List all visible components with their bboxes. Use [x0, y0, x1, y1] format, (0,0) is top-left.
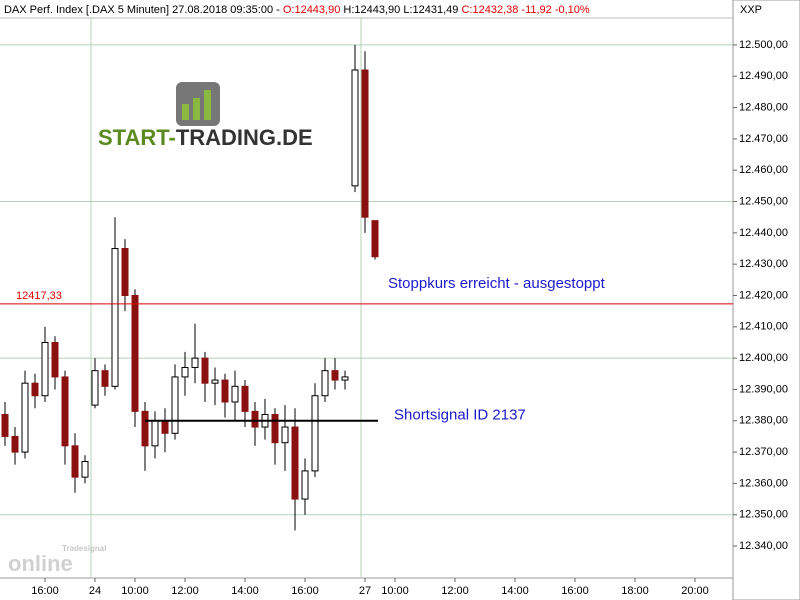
candle-body	[101, 370, 109, 387]
candle-body	[71, 445, 79, 478]
candle-body	[21, 382, 29, 453]
y-axis-panel	[732, 0, 800, 600]
logo-icon-bar	[193, 98, 200, 120]
x-tick-label: 12:00	[441, 585, 469, 597]
x-tick-label: 20:00	[681, 585, 709, 597]
stop-line-label: 12417,33	[16, 290, 62, 302]
candle-body	[211, 379, 219, 384]
logo-part2: TRADING.DE	[176, 125, 313, 150]
y-tick-label: 12.390,00	[739, 383, 788, 395]
candle-body	[191, 357, 199, 369]
candle-body	[61, 376, 69, 447]
x-tick-label: 14:00	[501, 585, 529, 597]
y-tick-label: 12.350,00	[739, 509, 788, 521]
y-tick-label: 12.500,00	[739, 39, 788, 51]
x-tick-label: 27	[359, 585, 371, 597]
candle-body	[151, 420, 159, 447]
watermark-small: Tradesignal	[62, 544, 106, 553]
y-tick-label: 12.380,00	[739, 415, 788, 427]
watermark: Tradesignal online	[8, 544, 106, 576]
logo-icon-bar	[182, 104, 189, 120]
y-tick-label: 12.460,00	[739, 164, 788, 176]
candle-body	[321, 370, 329, 397]
y-tick-label: 12.410,00	[739, 321, 788, 333]
candle-body	[51, 341, 59, 378]
candles	[1, 44, 379, 531]
x-tick-label: 16:00	[561, 585, 589, 597]
y-tick-label: 12.470,00	[739, 133, 788, 145]
y-tick-label: 12.420,00	[739, 289, 788, 301]
candle-body	[111, 248, 119, 387]
candle-body	[91, 370, 99, 406]
y-tick-label: 12.440,00	[739, 227, 788, 239]
axis-title: XXP	[740, 4, 762, 16]
y-tick-label: 12.370,00	[739, 446, 788, 458]
candle-body	[11, 435, 19, 453]
stop-annotation: Stoppkurs erreicht - ausgestoppt	[388, 275, 606, 292]
x-tick-label: 14:00	[231, 585, 259, 597]
candle-body	[41, 341, 49, 397]
header-high: H:12443,90	[343, 4, 400, 16]
header-close: C:12432,38 -11,92 -0,10%	[461, 4, 589, 16]
candle-body	[341, 376, 349, 381]
header-open: O:12443,90	[283, 4, 341, 16]
candle-body	[281, 426, 289, 444]
candle-body	[241, 385, 249, 412]
watermark-big: online	[8, 551, 73, 576]
y-tick-label: 12.490,00	[739, 70, 788, 82]
candle-body	[201, 357, 209, 384]
candle-body	[371, 220, 379, 258]
candle-body	[171, 376, 179, 434]
candle-body	[291, 426, 299, 500]
logo-text: START-TRADING.DE	[98, 125, 313, 150]
candle-body	[221, 379, 229, 403]
x-tick-label: 18:00	[621, 585, 649, 597]
x-tick-label: 10:00	[121, 585, 149, 597]
candle-body	[131, 294, 139, 412]
header-instrument: DAX Perf. Index [.DAX 5 Minuten] 27.08.2…	[4, 4, 280, 16]
y-tick-label: 12.430,00	[739, 258, 788, 270]
x-tick-label: 12:00	[171, 585, 199, 597]
signal-annotation: Shortsignal ID 2137	[394, 407, 526, 424]
candle-body	[301, 470, 309, 500]
candle-body	[271, 414, 279, 444]
candle-body	[121, 248, 129, 296]
y-tick-label: 12.450,00	[739, 195, 788, 207]
candle-body	[251, 410, 259, 428]
y-tick-label: 12.480,00	[739, 101, 788, 113]
x-tick-label: 24	[89, 585, 101, 597]
x-tick-label: 16:00	[31, 585, 59, 597]
candle-body	[1, 414, 9, 437]
grid	[0, 18, 733, 578]
x-tick-label: 16:00	[291, 585, 319, 597]
candle-body	[351, 69, 359, 187]
candle-body	[81, 460, 89, 478]
candle-body	[31, 382, 39, 397]
logo-part1: START-	[98, 125, 176, 150]
candle-body	[181, 367, 189, 378]
y-tick-label: 12.360,00	[739, 477, 788, 489]
logo-icon-bar	[204, 90, 211, 120]
candle-body	[331, 370, 339, 381]
header-low: L:12431,49	[403, 4, 458, 16]
candle-body	[161, 420, 169, 434]
candle-body	[311, 395, 319, 472]
candle-body	[141, 410, 149, 447]
y-tick-label: 12.340,00	[739, 540, 788, 552]
header: DAX Perf. Index [.DAX 5 Minuten] 27.08.2…	[4, 4, 590, 16]
candle-body	[361, 69, 369, 218]
y-tick-label: 12.400,00	[739, 352, 788, 364]
logo: START-TRADING.DE	[98, 82, 313, 150]
x-tick-label: 10:00	[381, 585, 409, 597]
candle-body	[231, 385, 239, 403]
